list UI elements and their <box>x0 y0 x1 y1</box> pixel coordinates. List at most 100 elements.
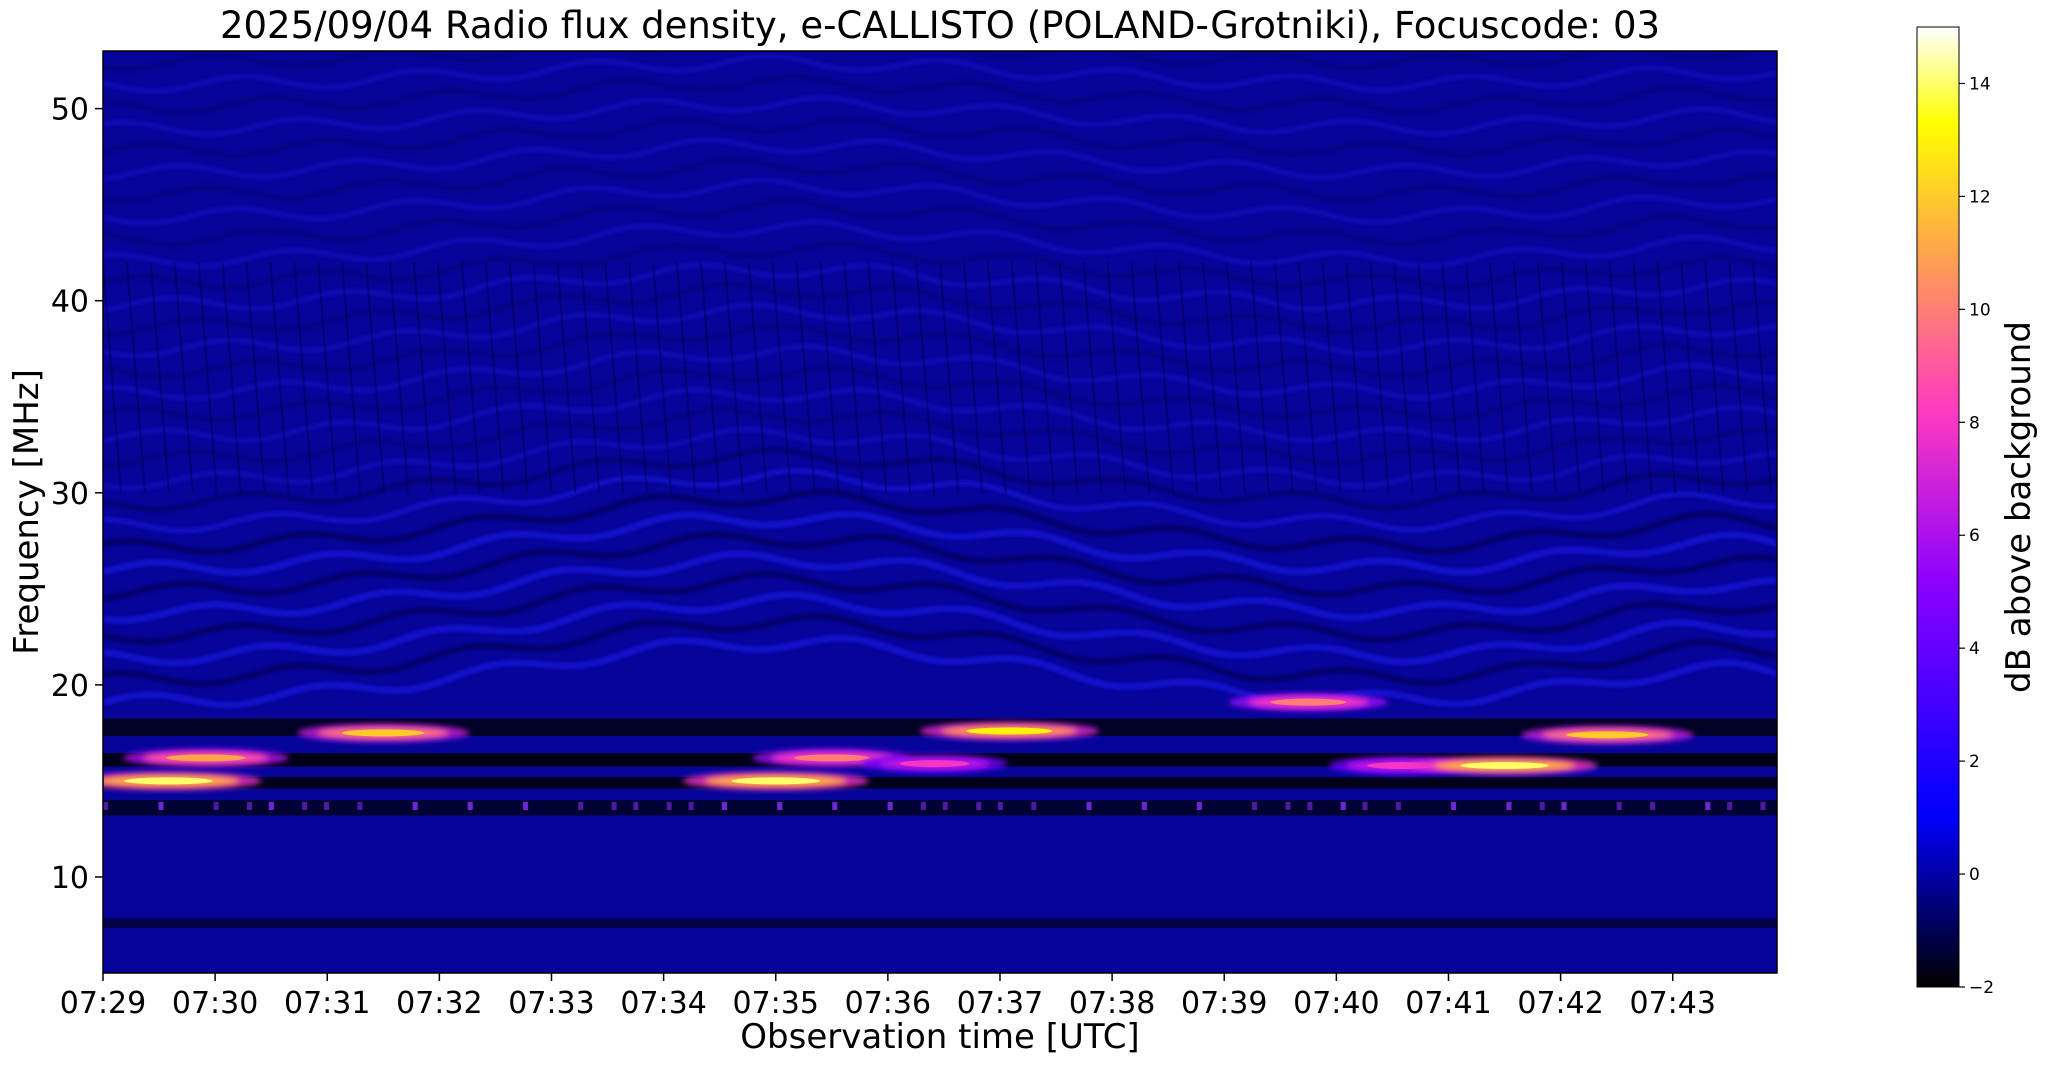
burst-8 <box>1228 693 1389 712</box>
x-tick-label: 07:35 <box>733 986 819 1021</box>
speckle <box>269 802 274 810</box>
streak <box>1656 262 1677 493</box>
streak <box>245 262 266 493</box>
streak <box>103 262 122 493</box>
streak <box>675 262 696 493</box>
ripple-band <box>103 613 1777 687</box>
speckle <box>523 802 529 810</box>
speckle <box>1197 802 1202 810</box>
streak <box>1752 262 1773 493</box>
speckle <box>412 802 418 810</box>
streak <box>652 262 672 493</box>
x-tick-label: 07:29 <box>60 986 146 1021</box>
x-tick-label: 07:36 <box>845 986 931 1021</box>
speckle <box>1727 802 1733 810</box>
streak <box>221 262 242 493</box>
ripple-band <box>103 635 1777 708</box>
y-axis: 10 20 30 40 50 <box>51 93 103 896</box>
y-tick-label: 20 <box>51 669 89 704</box>
streak <box>580 262 601 493</box>
x-tick-label: 07:41 <box>1405 986 1491 1021</box>
burst-7 <box>919 721 1100 740</box>
streak <box>1728 262 1749 493</box>
streak <box>269 262 290 493</box>
streak <box>1058 262 1079 493</box>
speckle <box>1451 802 1457 810</box>
streak <box>341 262 362 493</box>
speckle <box>1616 802 1622 810</box>
streak <box>1632 262 1653 493</box>
ripple-band <box>103 531 1777 602</box>
streak <box>891 262 912 493</box>
burst-10 <box>1411 756 1598 775</box>
streak <box>1082 262 1103 493</box>
streak <box>149 262 170 493</box>
ripple-band <box>103 489 1777 555</box>
speckle <box>1650 802 1656 810</box>
ripple-band <box>103 592 1777 666</box>
streak <box>532 262 553 493</box>
speckle <box>1705 802 1711 810</box>
speckle <box>1539 802 1545 810</box>
colorbar-tick-label: −2 <box>1969 978 1994 998</box>
burst-11 <box>1520 725 1694 744</box>
ripple-band <box>103 74 1777 115</box>
y-tick-label: 50 <box>51 93 89 128</box>
ripple-band <box>103 302 1777 358</box>
ripple-band <box>103 178 1777 226</box>
streak <box>1297 262 1318 493</box>
streak <box>795 262 816 493</box>
ripple-band <box>103 387 1777 444</box>
speckle <box>578 802 584 810</box>
speckle <box>666 802 672 810</box>
ripple-band <box>103 511 1777 576</box>
ripple-band <box>103 282 1777 336</box>
speckle <box>688 802 694 810</box>
colorbar-tick-label: 0 <box>1969 865 1980 885</box>
ripple-band <box>103 95 1777 137</box>
streak <box>1034 262 1055 493</box>
ripple-band <box>103 365 1777 422</box>
colorbar-label: dB above background <box>1999 321 2039 693</box>
streak <box>1130 262 1151 493</box>
colorbar-gradient <box>1916 26 1960 988</box>
ripple-band <box>103 427 1777 490</box>
ripple-band <box>103 407 1777 469</box>
streak <box>1249 262 1270 493</box>
ripple-band <box>103 117 1777 158</box>
x-tick-label: 07:37 <box>957 986 1043 1021</box>
colorbar: −2 0 2 4 6 8 10 12 14 <box>1916 26 1994 998</box>
streak <box>1704 262 1725 493</box>
ripple-band <box>103 157 1777 204</box>
speckle <box>611 802 617 810</box>
ripple-band <box>103 53 1777 93</box>
speckle <box>976 802 982 810</box>
streak <box>819 262 840 493</box>
ripple-band <box>103 344 1777 401</box>
streak <box>1680 262 1701 493</box>
x-tick-label: 07:42 <box>1517 986 1603 1021</box>
speckle <box>1506 802 1512 810</box>
speckle <box>1086 802 1092 810</box>
x-tick-label: 07:38 <box>1069 986 1155 1021</box>
streak <box>460 262 481 493</box>
ripple-band <box>103 220 1777 269</box>
speckle <box>357 802 363 810</box>
speckle <box>467 802 473 810</box>
streak <box>1489 262 1509 493</box>
streak <box>747 262 768 493</box>
x-tick-label: 07:34 <box>620 986 706 1021</box>
streak <box>1560 262 1581 493</box>
ripple-band <box>103 468 1777 533</box>
streak <box>293 262 314 493</box>
streak <box>1441 262 1462 493</box>
streak <box>1178 262 1199 493</box>
y-tick-label: 10 <box>51 861 89 896</box>
speckle <box>1362 802 1368 810</box>
streak <box>1584 262 1605 493</box>
ripple-band <box>103 323 1777 379</box>
burst-6 <box>861 754 1008 773</box>
streak <box>365 262 386 493</box>
x-tick-label: 07:30 <box>172 986 258 1021</box>
